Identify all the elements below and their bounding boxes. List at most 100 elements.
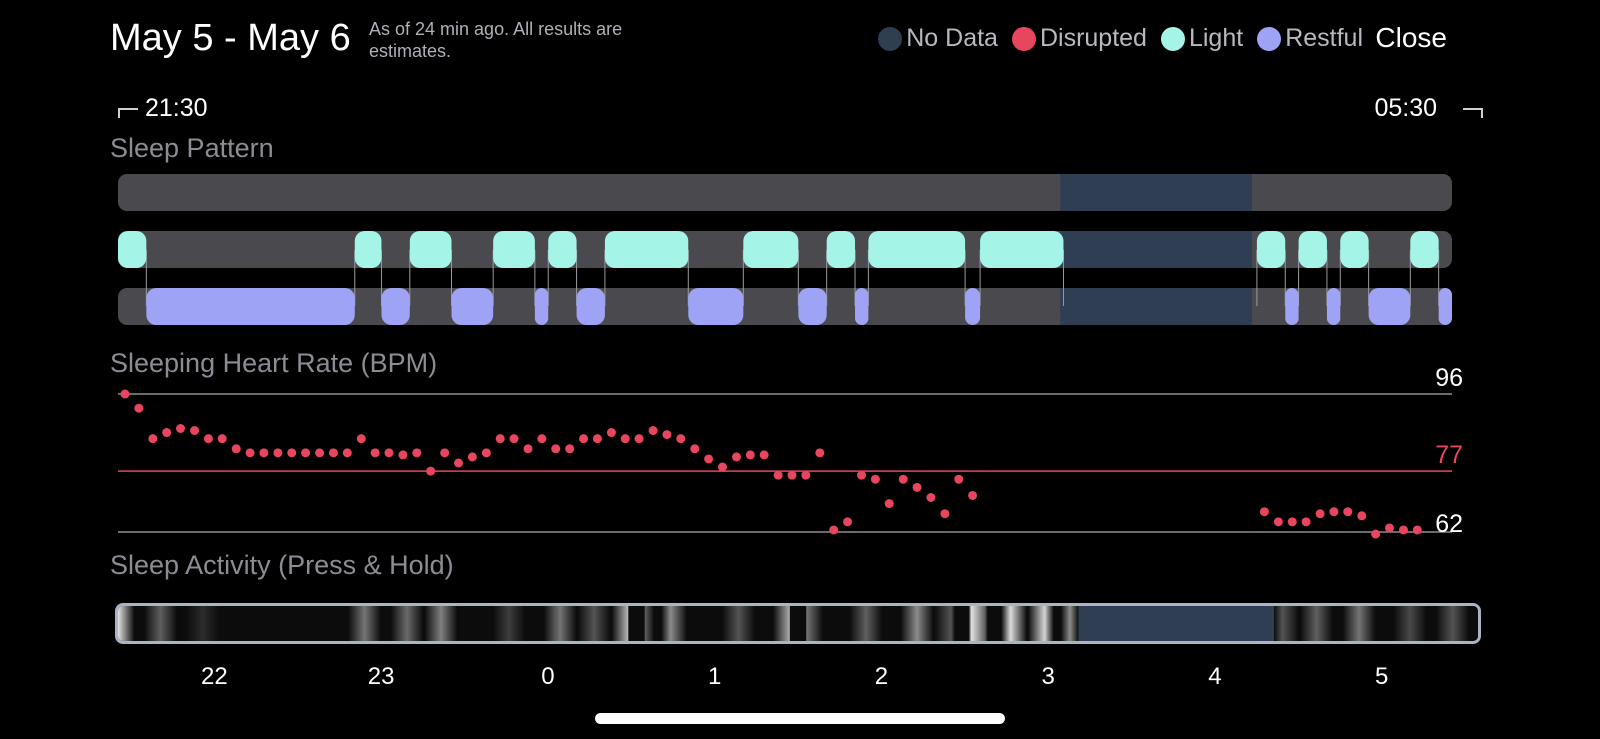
light-swatch [1160, 26, 1185, 51]
disrupted-swatch [1011, 26, 1036, 51]
heart-rate-point [467, 452, 477, 462]
no-data-segment [1060, 231, 1252, 268]
light-sleep-segment [493, 231, 535, 268]
heart-rate-point [662, 430, 672, 440]
light-sleep-segment [826, 231, 856, 268]
sleep-activity-title: Sleep Activity (Press & Hold) [110, 550, 454, 580]
sleep-activity-strip[interactable] [115, 603, 1481, 644]
heart-rate-point [342, 448, 352, 458]
hr-max-label: 96 [1435, 364, 1463, 392]
time-axis-tick: 2 [874, 663, 889, 690]
heart-rate-point [245, 448, 255, 458]
restful-sleep-segment [965, 288, 981, 325]
legend-label: Light [1188, 24, 1244, 52]
no-data-swatch [878, 26, 903, 51]
heart-rate-point [815, 448, 825, 458]
light-sleep-segment [1256, 231, 1286, 268]
no-data-segment [1060, 288, 1252, 325]
restful-sleep-segment [1285, 288, 1299, 325]
heart-rate-point [231, 444, 241, 454]
heart-rate-point [926, 493, 936, 502]
heart-rate-point [1273, 517, 1283, 527]
heart-rate-point [370, 448, 380, 458]
time-axis-tick: 4 [1208, 663, 1222, 690]
page-title: May 5 - May 6 [110, 17, 351, 59]
heart-rate-point [759, 450, 769, 460]
restful-sleep-segment [798, 288, 827, 325]
hr-min-label: 62 [1435, 510, 1463, 538]
heart-rate-point [1287, 517, 1297, 527]
light-sleep-segment [409, 231, 452, 268]
heart-rate-point [523, 444, 533, 454]
restful-sleep-segment [688, 288, 744, 325]
heart-rate-point [1384, 523, 1394, 533]
heart-rate-point [120, 389, 130, 399]
close-button[interactable]: Close [1375, 22, 1447, 53]
heart-rate-point [356, 434, 366, 444]
light-sleep-segment [354, 231, 382, 268]
range-start-time: 21:30 [145, 94, 208, 122]
heart-rate-point [509, 434, 519, 444]
heart-rate-point [1329, 507, 1339, 517]
legend-item-restful: Restful [1257, 24, 1363, 53]
time-axis-tick: 1 [707, 663, 722, 690]
heart-rate-point [440, 448, 450, 458]
heart-rate-point [217, 434, 227, 444]
heart-rate-point [148, 434, 158, 444]
last-updated-note: As of 24 min ago. All results are estima… [369, 19, 623, 61]
heart-rate-point [551, 444, 561, 454]
heart-rate-point [912, 482, 922, 492]
restful-sleep-segment [1326, 288, 1341, 325]
heart-rate-point [704, 454, 714, 464]
sleep-pattern-chart [118, 174, 1452, 325]
light-sleep-segment [118, 231, 147, 268]
heart-rate-point [398, 450, 408, 460]
heart-rate-point [745, 450, 755, 460]
time-axis-tick: 23 [367, 663, 395, 690]
light-sleep-segment [980, 231, 1064, 268]
heart-rate-point [287, 448, 297, 458]
heart-rate-point [481, 448, 491, 458]
hr-average-label: 77 [1435, 441, 1463, 469]
home-indicator[interactable] [595, 713, 1005, 724]
time-axis-tick: 5 [1374, 663, 1389, 690]
heart-rate-point [537, 434, 547, 444]
heart-rate-point [717, 462, 727, 472]
heart-rate-point [829, 525, 839, 535]
heart-rate-point [1301, 517, 1311, 527]
light-sleep-segment [868, 231, 966, 268]
range-end-handle[interactable] [1463, 108, 1483, 118]
legend-item-light: Light [1160, 24, 1244, 53]
heart-rate-point [857, 470, 867, 480]
heart-rate-point [620, 434, 630, 444]
legend-item-disrupted: Disrupted [1011, 24, 1147, 53]
time-axis-tick: 0 [541, 663, 555, 690]
no-data-segment [1060, 174, 1252, 211]
heart-rate-point [592, 434, 602, 444]
heart-rate-point [579, 434, 589, 444]
heart-rate-point [968, 490, 978, 500]
restful-sleep-segment [576, 288, 605, 325]
heart-rate-point [259, 448, 269, 458]
legend-label: Disrupted [1039, 24, 1147, 52]
range-start-handle[interactable] [118, 108, 138, 118]
light-sleep-segment [1298, 231, 1327, 268]
restful-sleep-segment [1438, 288, 1452, 325]
heart-rate-point [843, 517, 853, 527]
heart-rate-point [1412, 525, 1422, 535]
heart-rate-point [1343, 507, 1353, 517]
heart-rate-point [648, 426, 658, 436]
heart-rate-point [731, 452, 741, 462]
heart-rate-point [426, 466, 436, 476]
legend-label: Restful [1285, 24, 1363, 52]
heart-rate-point [315, 448, 325, 458]
legend-item-no-data: No Data [878, 24, 998, 53]
restful-sleep-segment [1368, 288, 1411, 325]
heart-rate-point [495, 434, 505, 444]
heart-rate-point [273, 448, 283, 458]
heart-rate-point [190, 426, 200, 436]
heart-rate-point [176, 424, 186, 433]
light-sleep-segment [743, 231, 799, 268]
time-axis-tick: 3 [1041, 663, 1055, 690]
heart-rate-point [606, 428, 616, 438]
